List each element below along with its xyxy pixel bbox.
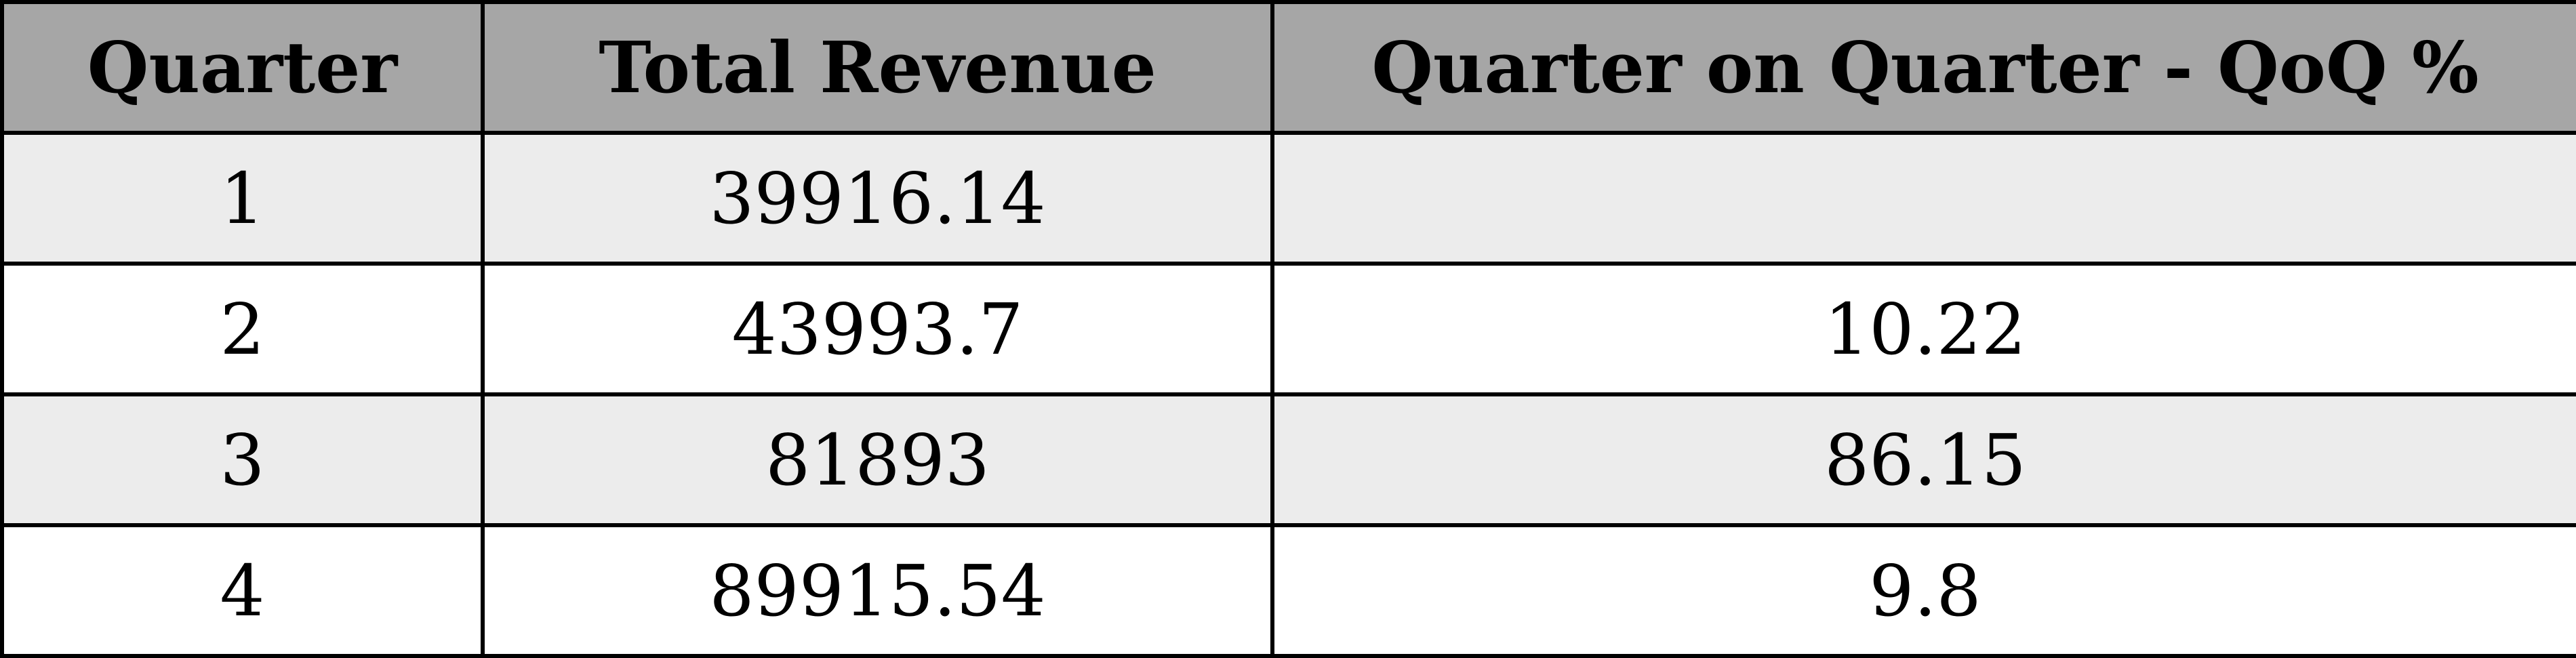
cell-quarter: 2 bbox=[0, 262, 485, 396]
table-row: 3 81893 86.15 bbox=[0, 392, 2576, 527]
table-row: 2 43993.7 10.22 bbox=[0, 262, 2576, 396]
table-body: 1 39916.14 2 43993.7 10.22 3 81893 86.15… bbox=[0, 131, 2576, 658]
cell-quarter: 1 bbox=[0, 131, 485, 266]
cell-quarter: 4 bbox=[0, 523, 485, 658]
cell-total-revenue: 43993.7 bbox=[481, 262, 1274, 396]
column-header-total-revenue: Total Revenue bbox=[481, 0, 1274, 135]
cell-total-revenue: 81893 bbox=[481, 392, 1274, 527]
table-row: 4 89915.54 9.8 bbox=[0, 523, 2576, 658]
table-header: Quarter Total Revenue Quarter on Quarter… bbox=[0, 0, 2576, 135]
column-header-qoq-percent: Quarter on Quarter - QoQ % bbox=[1270, 0, 2576, 135]
cell-quarter: 3 bbox=[0, 392, 485, 527]
header-row: Quarter Total Revenue Quarter on Quarter… bbox=[0, 0, 2576, 135]
column-header-quarter: Quarter bbox=[0, 0, 485, 135]
cell-total-revenue: 39916.14 bbox=[481, 131, 1274, 266]
cell-total-revenue: 89915.54 bbox=[481, 523, 1274, 658]
table-row: 1 39916.14 bbox=[0, 131, 2576, 266]
cell-qoq-percent: 9.8 bbox=[1270, 523, 2576, 658]
cell-qoq-percent bbox=[1270, 131, 2576, 266]
cell-qoq-percent: 86.15 bbox=[1270, 392, 2576, 527]
cell-qoq-percent: 10.22 bbox=[1270, 262, 2576, 396]
